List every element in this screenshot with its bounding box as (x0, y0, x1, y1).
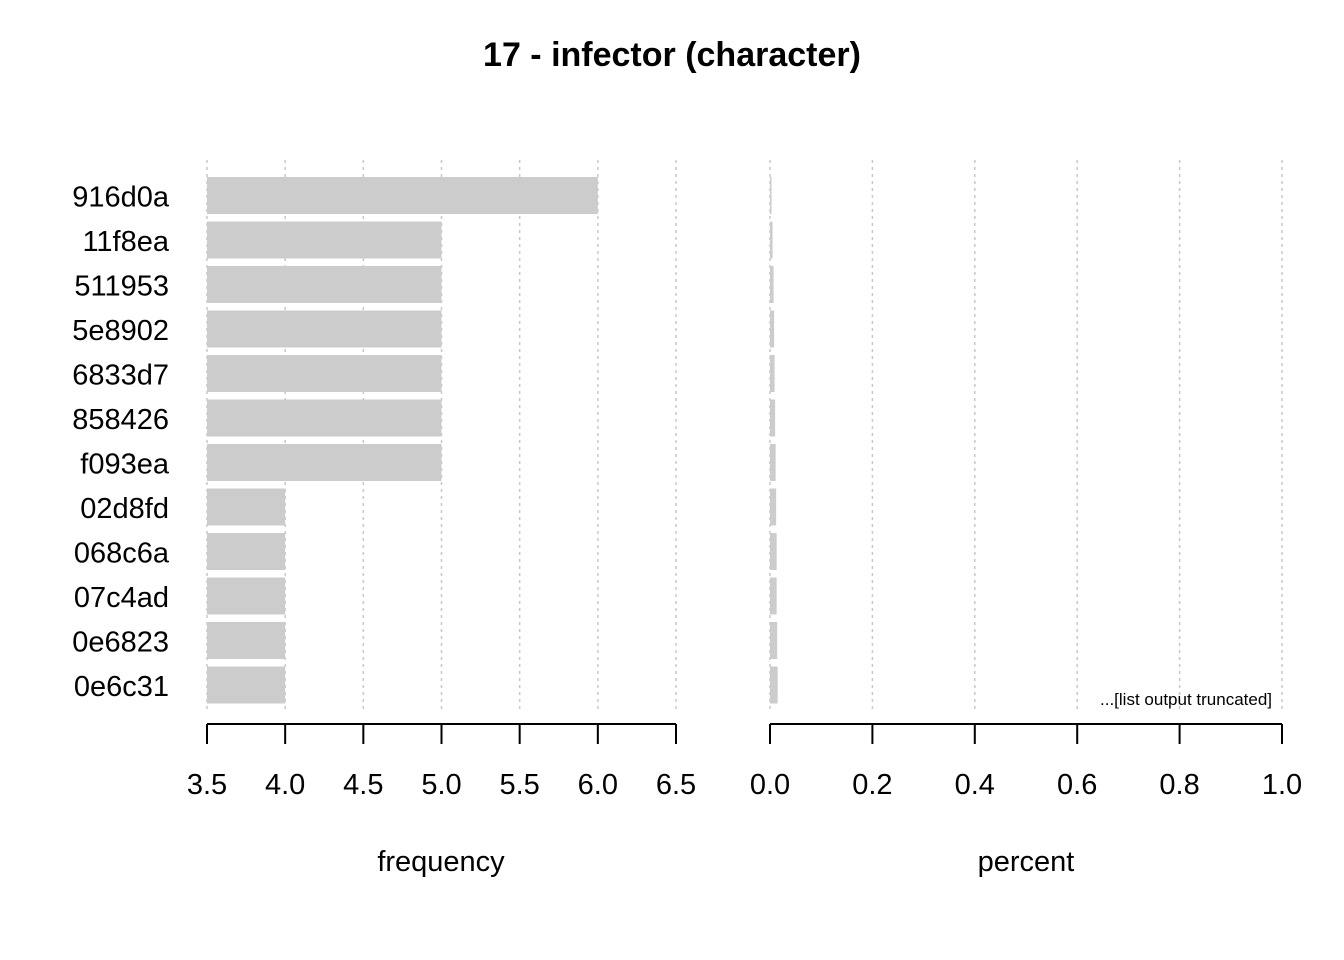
freq-tick-label: 4.0 (265, 769, 305, 801)
category-label: 5e8902 (72, 315, 169, 347)
percent-panel: 0.0 0.2 0.4 0.6 0.8 1.0 percent (750, 160, 1302, 878)
category-label: 511953 (74, 271, 169, 303)
category-label: 02d8fd (80, 493, 169, 525)
pct-bar-07c4ad (770, 577, 777, 615)
pct-bar-858426 (770, 399, 776, 437)
freq-bar-6833d7 (207, 355, 442, 392)
pct-tick-label: 1.0 (1262, 769, 1302, 801)
category-label: 07c4ad (74, 582, 169, 614)
freq-bar-858426 (207, 399, 442, 437)
pct-tick-label: 0.4 (955, 769, 995, 801)
pct-tick-label: 0.8 (1159, 769, 1199, 801)
freq-axis-title: frequency (377, 846, 505, 878)
freq-tick-label: 5.0 (421, 769, 461, 801)
pct-bar-5e8902 (770, 310, 775, 348)
frequency-panel: 916d0a 11f8ea 511953 5e8902 6833d7 858426 f093… (72, 160, 696, 878)
freq-bar-0e6c31 (207, 666, 286, 704)
category-label: 6833d7 (72, 360, 169, 392)
category-label: 858426 (72, 404, 169, 436)
freq-bar-068c6a (207, 533, 286, 570)
freq-tick-label: 4.5 (343, 769, 383, 801)
pct-bar-02d8fd (770, 488, 777, 526)
pct-bar-6833d7 (770, 355, 775, 392)
chart-title: 17 - infector (character) (483, 36, 861, 74)
pct-bar-0e6823 (770, 622, 778, 659)
pct-bar-0e6c31 (770, 666, 778, 704)
pct-bar-916d0a (770, 177, 772, 214)
freq-bar-916d0a (207, 177, 598, 214)
category-label: 916d0a (72, 182, 170, 214)
pct-axis-title: percent (978, 846, 1075, 878)
freq-bar-f093ea (207, 444, 442, 481)
category-label: 11f8ea (82, 226, 169, 258)
category-label: 0e6c31 (74, 671, 169, 703)
freq-bar-11f8ea (207, 221, 442, 259)
pct-bar-11f8ea (770, 221, 773, 259)
pct-tick-label: 0.2 (852, 769, 892, 801)
freq-bar-0e6823 (207, 622, 286, 659)
category-label: f093ea (80, 449, 170, 481)
freq-tick-label: 5.5 (500, 769, 540, 801)
pct-bar-511953 (770, 266, 774, 303)
freq-bar-511953 (207, 266, 442, 303)
pct-bar-068c6a (770, 533, 777, 570)
freq-bar-02d8fd (207, 488, 286, 526)
pct-bar-f093ea (770, 444, 776, 481)
category-label: 068c6a (74, 538, 170, 570)
category-label: 0e6823 (72, 627, 169, 659)
freq-tick-label: 3.5 (187, 769, 227, 801)
truncation-note: ...[list output truncated] (1100, 690, 1272, 709)
pct-tick-label: 0.6 (1057, 769, 1097, 801)
pct-tick-label: 0.0 (750, 769, 790, 801)
freq-tick-label: 6.0 (578, 769, 618, 801)
freq-bar-07c4ad (207, 577, 286, 615)
freq-tick-label: 6.5 (656, 769, 696, 801)
freq-bar-5e8902 (207, 310, 442, 348)
